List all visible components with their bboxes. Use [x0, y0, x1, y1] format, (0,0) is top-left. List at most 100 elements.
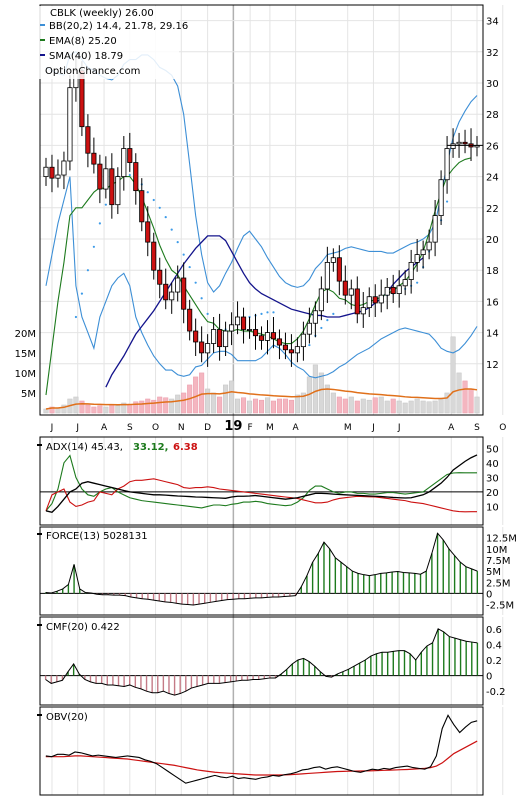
volume-bar — [157, 396, 163, 414]
volume-bar — [169, 398, 175, 414]
psar-dot — [158, 206, 161, 209]
volume-bar — [390, 398, 396, 414]
candle-body — [456, 141, 462, 145]
candles-layer — [43, 54, 483, 367]
panel-frame-price — [39, 4, 484, 416]
legend-swatch-adx — [37, 444, 42, 446]
volume-bar — [456, 372, 462, 414]
candle-body — [181, 277, 187, 310]
psar-dot — [320, 326, 323, 330]
panel-frame-force — [39, 526, 484, 616]
volume-bar — [288, 399, 294, 414]
legend-ema: EMA(8) 25.20 — [49, 36, 117, 47]
candle-body — [187, 308, 193, 332]
adx-di-plus-value: 33.12, — [133, 442, 168, 453]
candle-body — [450, 143, 456, 149]
psar-dot — [80, 292, 84, 295]
legend-swatch-force — [37, 533, 42, 535]
candle-body — [306, 322, 312, 335]
candle-body — [282, 344, 289, 351]
candle-body — [300, 333, 306, 348]
psar-dot — [326, 319, 329, 322]
volume-bar — [426, 401, 432, 414]
candle-body — [444, 148, 450, 181]
volume-bar — [264, 397, 271, 414]
volume-bar — [235, 398, 241, 414]
x-tick-label: 19 — [224, 419, 242, 434]
cmf-tick-label: 0.2 — [486, 656, 502, 667]
legend-sma: SMA(40) 18.79 — [49, 51, 123, 62]
candle-body — [67, 87, 73, 162]
cmf-tick-label: 0 — [486, 672, 492, 683]
volume-bar — [474, 396, 480, 414]
x-tick-label: J — [75, 423, 79, 433]
candle-body — [276, 338, 283, 346]
price-tick-label: 22 — [486, 204, 499, 215]
psar-dot — [188, 265, 191, 269]
volume-bar — [61, 404, 67, 414]
price-tick-label: 24 — [486, 173, 499, 184]
volume-bar — [450, 336, 456, 414]
adx-line — [45, 454, 478, 513]
volume-tick-label: 5M — [21, 389, 36, 400]
x-tick-label: M — [344, 423, 352, 433]
volume-bar — [205, 388, 211, 414]
candle-body — [163, 283, 169, 301]
force-tick-label: 0 — [486, 589, 492, 600]
candle-body — [211, 329, 217, 344]
legend-swatch-bb — [40, 24, 45, 26]
psar-dot — [86, 269, 89, 272]
candle-body — [121, 148, 127, 178]
candle-body — [151, 241, 157, 271]
psar-dot — [98, 222, 101, 225]
volume-layer — [43, 336, 480, 414]
candle-body — [264, 332, 271, 341]
candle-body — [354, 288, 360, 315]
volume-bar — [276, 398, 282, 414]
x-tick-label: J — [371, 423, 375, 433]
volume-bar — [229, 380, 235, 414]
volume-bar — [402, 402, 408, 414]
psar-dot — [445, 200, 449, 203]
candle-body — [384, 286, 390, 296]
volume-average-line — [45, 388, 478, 410]
volume-bar — [217, 396, 223, 414]
candle-body — [396, 285, 402, 294]
volume-bar — [181, 392, 187, 414]
price-tick-label: 28 — [486, 110, 499, 121]
x-tick-label: A — [101, 423, 108, 433]
candle-body — [402, 279, 408, 287]
candle-body — [426, 241, 432, 251]
volume-bar — [408, 400, 414, 414]
watermark: OptionChance.com — [45, 66, 140, 77]
x-tick-label: N — [178, 423, 185, 433]
volume-bar — [324, 384, 330, 414]
price-tick-label: 12 — [486, 360, 499, 371]
price-tick-label: 26 — [486, 141, 499, 152]
candle-body — [438, 179, 444, 217]
volume-bar — [109, 404, 115, 414]
obv-line — [45, 714, 478, 784]
candle-body — [288, 349, 294, 354]
candle-body — [366, 296, 372, 309]
psar-dot — [260, 312, 263, 315]
candle-body — [258, 335, 265, 341]
candle-body — [408, 261, 414, 280]
volume-bar — [378, 396, 384, 414]
candle-body — [49, 166, 55, 179]
psar-dot — [194, 281, 197, 284]
price-tick-label: 20 — [486, 235, 499, 246]
volume-bar — [462, 380, 468, 414]
obv-panel-title: OBV(20) — [46, 712, 88, 723]
candle-body — [234, 316, 241, 326]
force-tick-label: 10M — [486, 545, 507, 556]
candle-body — [324, 261, 330, 290]
volume-bar — [145, 398, 151, 414]
price-tick-label: 30 — [486, 79, 499, 90]
volume-bar — [241, 397, 247, 414]
volume-bar — [133, 401, 139, 414]
legend-swatch-obv — [37, 714, 42, 716]
volume-bar — [49, 406, 55, 414]
